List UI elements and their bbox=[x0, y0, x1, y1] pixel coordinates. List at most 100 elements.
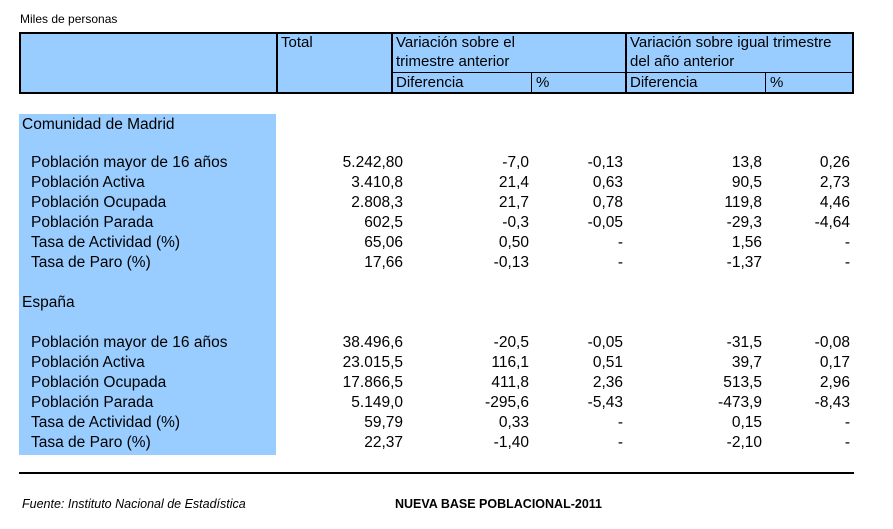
cell-diff-year: 0,15 bbox=[731, 414, 762, 431]
cell-pct-year: -8,43 bbox=[814, 394, 850, 411]
cell-diff-prev: -1,40 bbox=[493, 434, 529, 451]
source-note: Fuente: Instituto Nacional de Estadístic… bbox=[22, 497, 246, 511]
header-var-same-line2: del año anterior bbox=[630, 53, 735, 70]
cell-diff-prev: -0,3 bbox=[502, 214, 529, 231]
unit-label: Miles de personas bbox=[20, 12, 118, 26]
cell-diff-prev: 411,8 bbox=[491, 374, 529, 391]
cell-total: 3.410,8 bbox=[351, 174, 403, 191]
cell-total: 5.242,80 bbox=[342, 154, 403, 171]
cell-pct-year: 0,17 bbox=[819, 354, 850, 371]
cell-pct-year: 2,96 bbox=[819, 374, 850, 391]
table-row: Tasa de Actividad (%) 65,06 0,50 - 1,56 … bbox=[0, 233, 893, 253]
cell-diff-prev: -7,0 bbox=[502, 154, 529, 171]
row-label: Población Parada bbox=[31, 394, 154, 411]
cell-pct-prev: -0,05 bbox=[587, 334, 623, 351]
header-sub-border bbox=[391, 72, 853, 73]
cell-diff-prev: -295,6 bbox=[485, 394, 529, 411]
header-var-same-line1: Variación sobre igual trimestre bbox=[630, 34, 832, 51]
header-bottom-border bbox=[19, 92, 854, 94]
row-label: Tasa de Actividad (%) bbox=[31, 414, 181, 431]
cell-pct-year: 0,26 bbox=[819, 154, 850, 171]
cell-diff-year: -31,5 bbox=[726, 334, 762, 351]
cell-diff-prev: 0,50 bbox=[498, 234, 529, 251]
row-label: Población Activa bbox=[31, 354, 145, 371]
row-label: Población Activa bbox=[31, 174, 145, 191]
header-sep-pct1 bbox=[531, 73, 532, 93]
cell-diff-year: -1,37 bbox=[726, 254, 762, 271]
row-label: Tasa de Actividad (%) bbox=[31, 234, 181, 251]
header-total: Total bbox=[281, 34, 313, 51]
cell-pct-prev: -0,13 bbox=[587, 154, 623, 171]
cell-diff-year: 39,7 bbox=[731, 354, 762, 371]
cell-pct-prev: - bbox=[617, 414, 623, 431]
cell-pct-year: 2,73 bbox=[819, 174, 850, 191]
table-row: Población mayor de 16 años 5.242,80 -7,0… bbox=[0, 153, 893, 173]
table-row: Población Parada 5.149,0 -295,6 -5,43 -4… bbox=[0, 393, 893, 413]
cell-pct-year: - bbox=[844, 234, 850, 251]
cell-pct-year: - bbox=[844, 414, 850, 431]
table-row: Población Activa 23.015,5 116,1 0,51 39,… bbox=[0, 353, 893, 373]
cell-diff-year: -473,9 bbox=[718, 394, 762, 411]
label-column-background bbox=[19, 114, 276, 455]
cell-total: 5.149,0 bbox=[351, 394, 403, 411]
cell-diff-year: 13,8 bbox=[731, 154, 762, 171]
header-sep-var1 bbox=[391, 32, 393, 94]
row-label: Población mayor de 16 años bbox=[31, 154, 228, 171]
cell-total: 23.015,5 bbox=[342, 354, 403, 371]
table-row: Tasa de Actividad (%) 59,79 0,33 - 0,15 … bbox=[0, 413, 893, 433]
cell-diff-year: -2,10 bbox=[726, 434, 762, 451]
cell-total: 22,37 bbox=[364, 434, 403, 451]
cell-pct-prev: -5,43 bbox=[587, 394, 623, 411]
table-row: Población Parada 602,5 -0,3 -0,05 -29,3 … bbox=[0, 213, 893, 233]
table-row: Tasa de Paro (%) 22,37 -1,40 - -2,10 - bbox=[0, 433, 893, 453]
cell-total: 17.866,5 bbox=[342, 374, 403, 391]
cell-pct-prev: - bbox=[617, 434, 623, 451]
header-diff-2: Diferencia bbox=[630, 74, 698, 91]
header-sep-total bbox=[276, 32, 278, 94]
row-label: Población Ocupada bbox=[31, 194, 167, 211]
table-row: Población Ocupada 2.808,3 21,7 0,78 119,… bbox=[0, 193, 893, 213]
table-row: Tasa de Paro (%) 17,66 -0,13 - -1,37 - bbox=[0, 253, 893, 273]
table-row: Población Activa 3.410,8 21,4 0,63 90,5 … bbox=[0, 173, 893, 193]
cell-pct-prev: - bbox=[617, 234, 623, 251]
row-label: Tasa de Paro (%) bbox=[31, 434, 151, 451]
row-label: Población Parada bbox=[31, 214, 154, 231]
cell-diff-prev: -0,13 bbox=[493, 254, 529, 271]
cell-diff-prev: 116,1 bbox=[491, 354, 529, 371]
cell-diff-year: 1,56 bbox=[731, 234, 762, 251]
cell-pct-year: - bbox=[844, 434, 850, 451]
cell-diff-prev: 21,4 bbox=[498, 174, 529, 191]
header-diff-1: Diferencia bbox=[396, 74, 464, 91]
header-background bbox=[19, 33, 854, 92]
header-sep-var2 bbox=[625, 32, 627, 94]
cell-pct-year: 4,46 bbox=[819, 194, 850, 211]
cell-total: 2.808,3 bbox=[351, 194, 403, 211]
row-label: Población Ocupada bbox=[31, 374, 167, 391]
base-note: NUEVA BASE POBLACIONAL-2011 bbox=[395, 497, 602, 511]
header-right-border bbox=[852, 32, 854, 94]
header-top-border bbox=[19, 32, 854, 34]
section-title-espana: España bbox=[22, 294, 75, 311]
cell-diff-prev: -20,5 bbox=[493, 334, 529, 351]
header-sep-pct2 bbox=[765, 73, 766, 93]
cell-diff-year: 119,8 bbox=[724, 194, 762, 211]
header-pct-2: % bbox=[770, 74, 784, 91]
cell-diff-year: 513,5 bbox=[723, 374, 762, 391]
header-pct-1: % bbox=[536, 74, 550, 91]
table-bottom-border bbox=[19, 472, 854, 474]
cell-total: 65,06 bbox=[364, 234, 403, 251]
cell-total: 38.496,6 bbox=[342, 334, 403, 351]
table-row: Población Ocupada 17.866,5 411,8 2,36 51… bbox=[0, 373, 893, 393]
row-label: Tasa de Paro (%) bbox=[31, 254, 151, 271]
cell-diff-prev: 0,33 bbox=[498, 414, 529, 431]
cell-total: 602,5 bbox=[364, 214, 403, 231]
table-row: Población mayor de 16 años 38.496,6 -20,… bbox=[0, 333, 893, 353]
cell-pct-prev: 0,63 bbox=[592, 174, 623, 191]
cell-pct-prev: 0,51 bbox=[592, 354, 623, 371]
header-var-prev-line1: Variación sobre el bbox=[396, 34, 515, 51]
cell-pct-year: - bbox=[844, 254, 850, 271]
section-title-madrid: Comunidad de Madrid bbox=[22, 116, 175, 133]
cell-total: 59,79 bbox=[364, 414, 403, 431]
header-left-border bbox=[19, 32, 21, 94]
cell-total: 17,66 bbox=[364, 254, 403, 271]
